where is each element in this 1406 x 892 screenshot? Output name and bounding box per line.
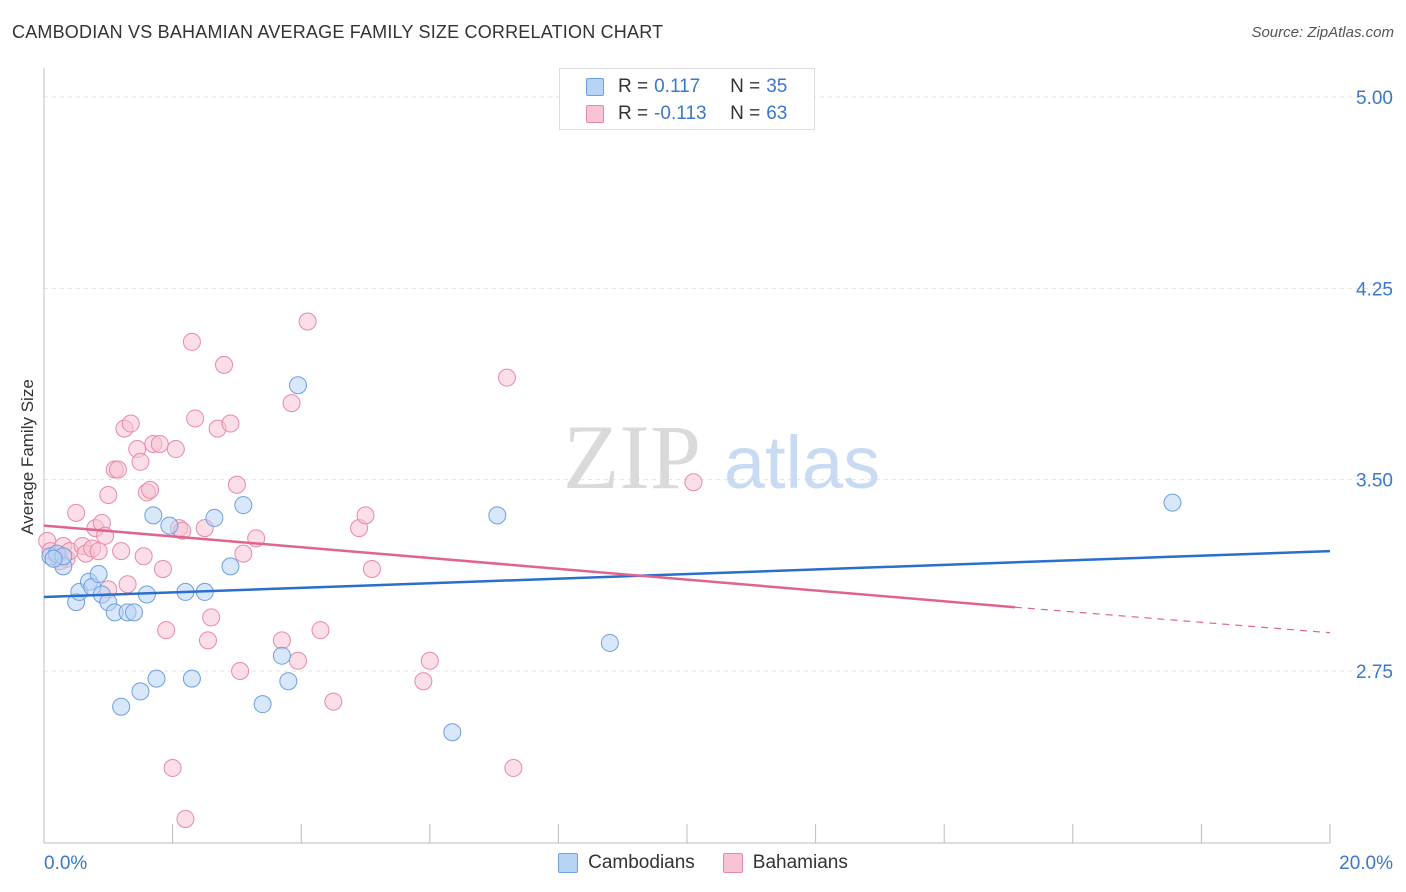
bahamian-point — [282, 394, 301, 413]
bahamian-point — [163, 758, 182, 777]
bahamian-point — [131, 452, 150, 471]
legend-label-cambodians: Cambodians — [588, 852, 695, 873]
legend-label-bahamians: Bahamians — [752, 852, 848, 873]
cambodian-point — [89, 565, 108, 584]
legend-row-bahamians: R = -0.113 N = 63 — [586, 102, 787, 126]
bahamian-point — [108, 460, 127, 479]
tick-labels: 2.75 3.50 4.25 5.00 0.0% 20.0% — [44, 88, 1393, 874]
bahamian-point — [118, 575, 137, 594]
cambodian-point — [488, 506, 507, 525]
bahamian-trend-line — [43, 524, 1016, 609]
cambodian-point — [112, 697, 131, 716]
cambodian-point — [221, 557, 240, 576]
cambodian-point — [279, 672, 298, 691]
bahamian-point — [67, 503, 86, 522]
y-tick-label: 5.00 — [1356, 88, 1393, 109]
legend-item-bahamians[interactable]: Bahamians — [722, 852, 848, 874]
bahamian-point — [157, 621, 176, 640]
bahamian-point — [362, 559, 381, 578]
watermark-zip: ZIP — [563, 406, 701, 508]
bahamian-point — [298, 312, 317, 331]
bahamian-point — [112, 542, 131, 561]
legend-row-cambodians: R = 0.117 N = 35 — [586, 75, 787, 99]
bahamian-point — [231, 662, 250, 680]
bahamian-point — [420, 651, 439, 670]
bahamian-point — [356, 506, 375, 525]
bahamian-point — [134, 547, 153, 566]
bahamian-point — [153, 559, 172, 578]
cambodian-trend-line — [43, 549, 1331, 599]
cambodian-point — [600, 633, 619, 652]
cambodian-point — [253, 695, 272, 714]
legend-n-value: 35 — [766, 76, 788, 97]
x-tick-label: 20.0% — [1339, 853, 1393, 874]
bahamian-point — [504, 758, 523, 777]
bahamian-point — [227, 475, 246, 494]
bahamian-point — [497, 368, 516, 387]
bahamian-point — [272, 631, 291, 650]
watermark-atlas: atlas — [724, 421, 880, 504]
cambodian-point — [44, 549, 63, 568]
bahamian-point — [186, 409, 205, 428]
bahamian-point — [182, 332, 201, 351]
cambodian-point — [205, 508, 224, 527]
bahamians-swatch — [586, 105, 604, 123]
bahamian-point — [198, 631, 217, 650]
bahamian-point — [684, 473, 703, 492]
bahamian-point — [150, 434, 169, 453]
series-legend: Cambodians Bahamians — [0, 852, 1406, 874]
chart-title: CAMBODIAN VS BAHAMIAN AVERAGE FAMILY SIZ… — [12, 22, 664, 42]
grid-lines — [44, 96, 1392, 672]
y-tick-label: 2.75 — [1356, 662, 1393, 683]
bahamian-point — [99, 485, 118, 504]
cambodian-point — [1163, 493, 1182, 512]
bahamian-point — [202, 608, 221, 627]
legend-r-value: 0.117 — [654, 76, 701, 97]
cambodian-point — [288, 376, 307, 395]
cambodian-point — [443, 723, 462, 742]
chart-source: Source: ZipAtlas.com — [1251, 24, 1394, 41]
cambodian-point — [144, 506, 163, 525]
cambodian-point — [125, 603, 144, 622]
y-tick-label: 4.25 — [1356, 279, 1393, 300]
correlation-legend: R = 0.117 N = 35 R = -0.113 N = 63 — [559, 68, 815, 130]
bahamian-point — [221, 414, 240, 433]
bahamian-point — [121, 414, 140, 433]
cambodian-point — [131, 682, 150, 701]
bahamian-point — [288, 651, 307, 670]
watermark: ZIP atlas — [563, 406, 880, 508]
trend-lines — [43, 524, 1331, 634]
bahamian-point — [215, 355, 234, 374]
axes — [43, 68, 1331, 844]
bahamian-point — [89, 542, 108, 561]
bahamian-point — [176, 809, 195, 828]
legend-item-cambodians[interactable]: Cambodians — [558, 852, 695, 874]
legend-r-value: -0.113 — [654, 103, 707, 124]
bahamian-point — [311, 621, 330, 640]
bahamian-trend-line-extrapolated — [1014, 606, 1331, 634]
bahamian-point — [414, 672, 433, 691]
y-tick-label: 3.50 — [1356, 471, 1393, 492]
cambodian-point — [182, 669, 201, 688]
cambodians-legend-swatch — [558, 853, 579, 873]
bahamian-point — [141, 480, 160, 499]
data-points — [38, 312, 1182, 828]
y-axis-label: Average Family Size — [18, 379, 37, 535]
bahamian-point — [324, 692, 343, 711]
legend-n-label: N = — [730, 103, 761, 124]
legend-n-value: 63 — [766, 103, 788, 124]
cambodian-point — [234, 496, 253, 515]
x-tick-label: 0.0% — [44, 853, 87, 874]
cambodian-point — [272, 646, 291, 665]
bahamians-legend-swatch — [722, 853, 743, 873]
cambodian-point — [147, 669, 166, 688]
legend-r-label: R = — [618, 76, 649, 97]
cambodians-swatch — [586, 78, 604, 96]
legend-r-label: R = — [618, 103, 649, 124]
bahamian-point — [234, 544, 253, 563]
cambodian-point — [160, 516, 179, 535]
legend-n-label: N = — [730, 76, 761, 97]
bahamian-point — [166, 440, 185, 459]
